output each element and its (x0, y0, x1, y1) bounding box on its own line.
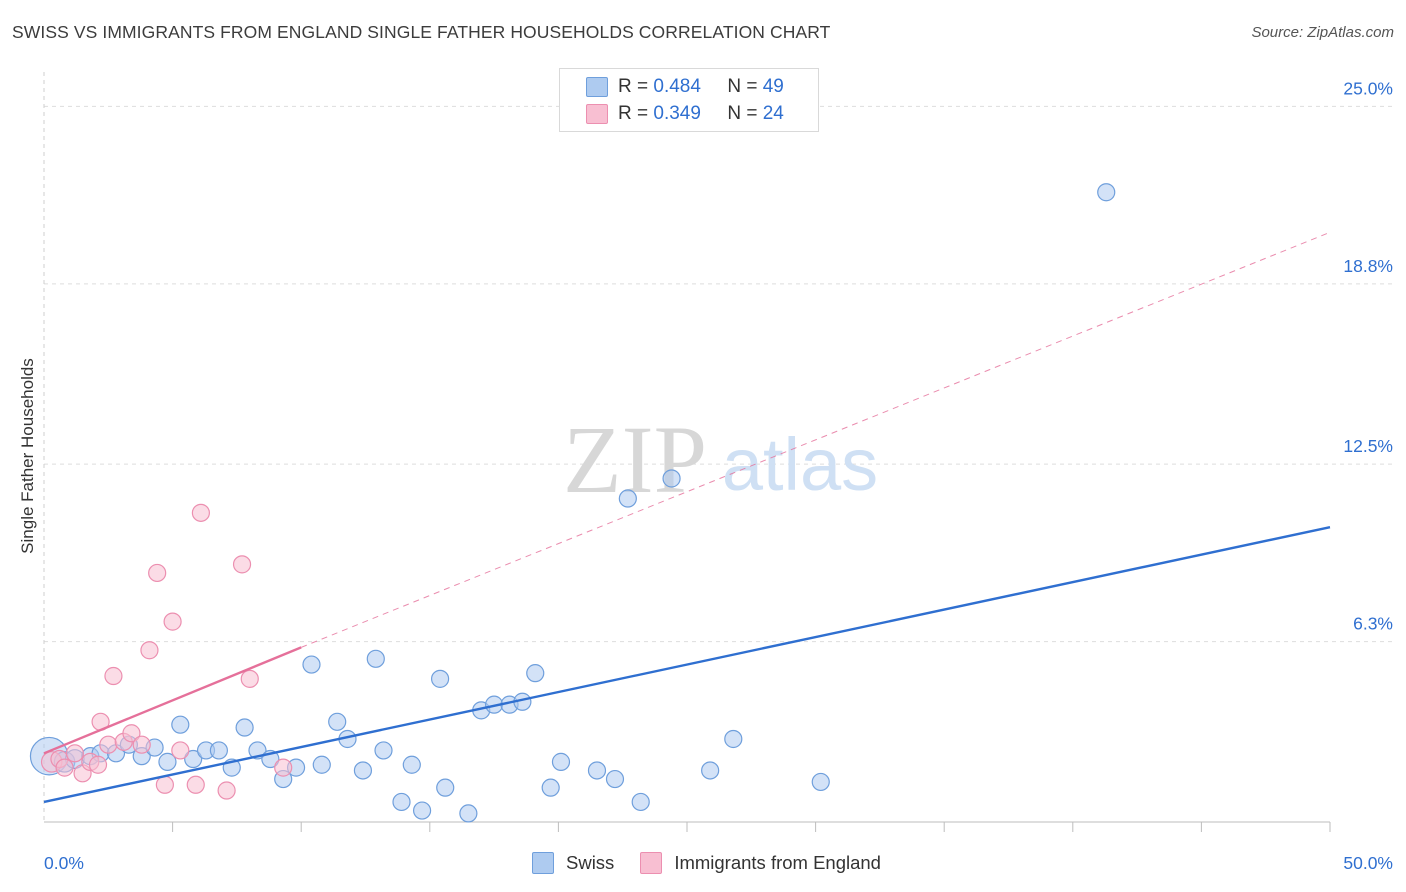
swiss-point (392, 792, 411, 812)
y-tick-label: 12.5% (1343, 436, 1393, 456)
swiss-point (353, 761, 373, 780)
stats-legend: R = 0.484 N = 49 R = 0.349 N = 24 (559, 68, 819, 132)
swiss-point (235, 718, 254, 737)
swiss-point (724, 729, 743, 749)
r-value: 0.349 (653, 103, 701, 124)
england-point (171, 741, 190, 760)
swiss-point (541, 778, 560, 797)
data-points (29, 183, 1331, 823)
swiss-point (618, 489, 637, 508)
x-tick-label: 50.0% (1343, 853, 1393, 873)
legend-label-swiss: Swiss (566, 852, 615, 873)
r-label: R = (618, 76, 654, 97)
swiss-point (811, 772, 830, 792)
n-value: 49 (762, 76, 784, 97)
legend-item-swiss[interactable]: Swiss (532, 852, 614, 874)
swiss-point (459, 804, 478, 823)
x-tick-label: 0.0% (44, 853, 84, 873)
swiss-point (312, 755, 331, 774)
swiss-point (302, 655, 321, 674)
swiss-swatch-icon (586, 77, 608, 97)
swiss-point (631, 792, 650, 812)
england-trend-extension (301, 231, 1331, 648)
england-swatch-icon (640, 852, 663, 874)
swiss-point (587, 761, 607, 780)
england-point (232, 555, 252, 574)
swiss-point (436, 778, 455, 797)
england-point (104, 666, 123, 686)
england-point (186, 775, 205, 794)
england-point (274, 758, 293, 777)
series-legend: Swiss Immigrants from England (532, 852, 907, 874)
england-point (155, 775, 174, 794)
swiss-point (328, 712, 347, 731)
swiss-point (171, 715, 190, 734)
swiss-point (701, 761, 720, 780)
swiss-point (551, 752, 571, 771)
england-point (99, 735, 118, 754)
england-point (132, 735, 151, 754)
n-label: N = (727, 103, 763, 124)
watermark-atlas: atlas (722, 423, 878, 506)
tick-labels: 6.3% 12.5% 18.8% 25.0% 0.0% 50.0% (44, 78, 1393, 873)
grid-layer (44, 105, 1392, 643)
swiss-point (526, 664, 545, 683)
swiss-point (1097, 183, 1116, 202)
r-label: R = (618, 103, 654, 124)
y-tick-label: 25.0% (1343, 78, 1393, 98)
swiss-point (184, 749, 203, 769)
watermark: ZIP atlas (563, 406, 878, 513)
england-trend-line (43, 646, 302, 755)
chart-title: SWISS VS IMMIGRANTS FROM ENGLAND SINGLE … (12, 22, 831, 42)
y-tick-label: 18.8% (1343, 256, 1393, 276)
swiss-point (605, 769, 625, 789)
swiss-point (662, 469, 681, 488)
england-point (55, 758, 74, 777)
swiss-point (430, 669, 450, 688)
england-point (217, 781, 236, 800)
england-point (191, 503, 210, 522)
swiss-point (412, 801, 432, 820)
legend-item-england[interactable]: Immigrants from England (640, 852, 881, 874)
england-point (140, 641, 159, 660)
swiss-point (209, 741, 228, 760)
y-tick-label: 6.3% (1353, 614, 1393, 634)
england-point (65, 744, 84, 763)
swiss-point (402, 755, 421, 774)
n-value: 24 (762, 103, 784, 124)
swiss-point (366, 649, 385, 668)
swiss-point (374, 741, 393, 760)
england-point (163, 612, 182, 631)
england-point (148, 563, 167, 583)
source-credit: Source: ZipAtlas.com (1251, 24, 1394, 41)
legend-label-england: Immigrants from England (674, 852, 881, 873)
swiss-swatch-icon (532, 852, 554, 874)
n-label: N = (727, 76, 763, 97)
england-point (88, 755, 108, 774)
swiss-point (158, 752, 177, 771)
trend-lines (301, 231, 1331, 648)
england-point (122, 724, 141, 743)
r-value: 0.484 (653, 76, 701, 97)
swiss-trend-line (43, 525, 1331, 804)
england-point (240, 669, 259, 688)
axes (43, 72, 1331, 832)
england-swatch-icon (586, 104, 608, 124)
